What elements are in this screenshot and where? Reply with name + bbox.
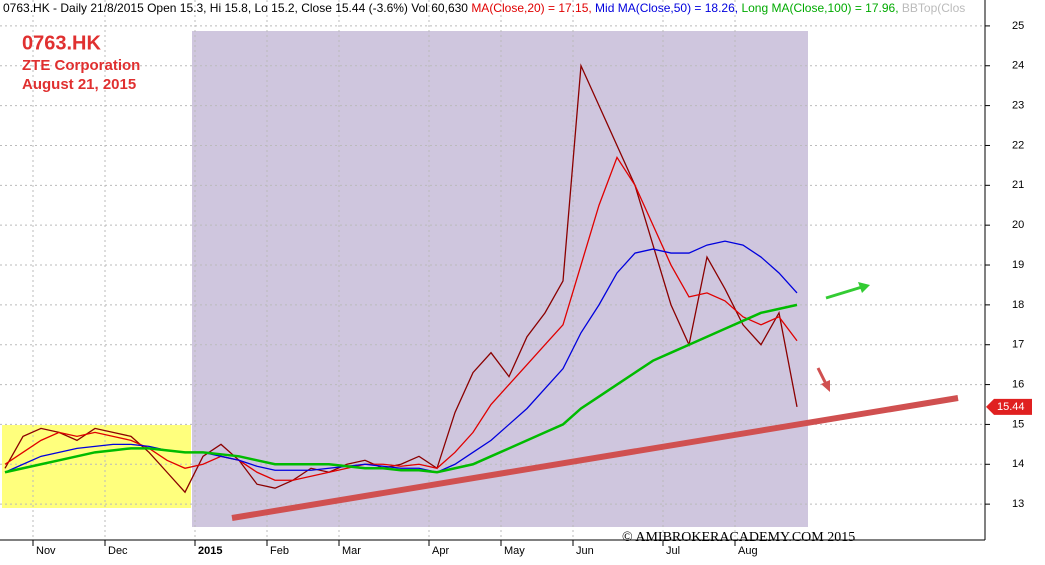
chart-subtitle: ZTE Corporation bbox=[22, 57, 140, 74]
y-tick-label: 17 bbox=[1012, 339, 1024, 351]
y-tick-label: 13 bbox=[1012, 498, 1024, 510]
y-tick-label: 16 bbox=[1012, 378, 1024, 390]
x-tick-label: Apr bbox=[432, 545, 449, 557]
y-tick-label: 25 bbox=[1012, 20, 1024, 32]
y-tick-label: 19 bbox=[1012, 259, 1024, 271]
y-tick-label: 21 bbox=[1012, 179, 1024, 191]
trend-line bbox=[231, 395, 959, 521]
x-tick-label: May bbox=[504, 545, 525, 557]
y-tick-label: 24 bbox=[1012, 60, 1024, 72]
chart-header: 0763.HK - Daily 21/8/2015 Open 15.3, Hi … bbox=[3, 1, 965, 15]
grid bbox=[0, 0, 985, 540]
series-line bbox=[4, 63, 798, 494]
x-tick-label: Aug bbox=[738, 545, 758, 557]
plot bbox=[4, 63, 798, 494]
up-arrow bbox=[825, 285, 863, 300]
header-segment: 0763.HK - Daily 21/8/2015 Open 15.3, Hi … bbox=[3, 1, 471, 15]
x-tick-label: Jul bbox=[666, 545, 680, 557]
x-tick-label: Jun bbox=[576, 545, 594, 557]
up-arrow-head bbox=[858, 282, 870, 293]
chart-title: 0763.HK bbox=[22, 32, 101, 54]
down-arrow bbox=[816, 367, 828, 385]
last-price-tag bbox=[986, 398, 1032, 415]
header-segment: Mid MA(Close,50) = 18.26, bbox=[595, 1, 741, 15]
down-arrow-head bbox=[821, 380, 830, 392]
header-segment: MA(Close,20) = 17.15, bbox=[471, 1, 595, 15]
last-price-label: 15.44 bbox=[997, 401, 1025, 413]
header-segment: Long MA(Close,100) = 17.96, bbox=[741, 1, 901, 15]
y-tick-label: 14 bbox=[1012, 458, 1024, 470]
x-tick-label: Mar bbox=[342, 545, 361, 557]
x-tick-label: Dec bbox=[108, 545, 128, 557]
x-tick-label: 2015 bbox=[198, 545, 222, 557]
y-tick-label: 20 bbox=[1012, 219, 1024, 231]
header-segment: BBTop(Clos bbox=[902, 1, 965, 15]
x-tick-label: Feb bbox=[270, 545, 289, 557]
watermark: © AMIBROKERACADEMY.COM 2015 bbox=[622, 530, 855, 545]
date-label: August 21, 2015 bbox=[22, 76, 136, 93]
y-tick-label: 22 bbox=[1012, 139, 1024, 151]
highlight-region bbox=[192, 31, 808, 527]
y-tick-label: 15 bbox=[1012, 418, 1024, 430]
x-tick-label: Nov bbox=[36, 545, 56, 557]
series-line bbox=[4, 240, 798, 473]
y-tick-label: 23 bbox=[1012, 100, 1024, 112]
series-line bbox=[4, 303, 798, 474]
y-tick-label: 18 bbox=[1012, 299, 1024, 311]
